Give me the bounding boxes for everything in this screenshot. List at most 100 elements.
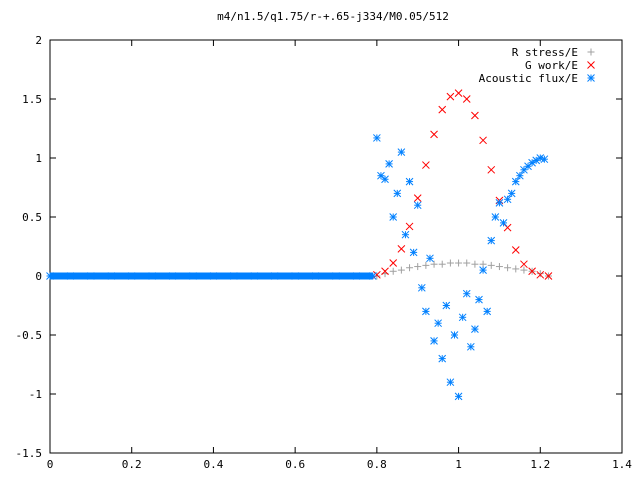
data-point bbox=[540, 155, 549, 164]
y-tick-label: 1.5 bbox=[22, 93, 42, 106]
data-point bbox=[270, 272, 279, 280]
data-point bbox=[127, 272, 136, 280]
plot-border bbox=[49, 39, 623, 454]
data-point bbox=[495, 198, 504, 207]
data-point bbox=[385, 160, 393, 168]
data-point bbox=[389, 213, 398, 221]
data-point bbox=[462, 95, 471, 103]
data-point bbox=[438, 260, 446, 268]
data-point bbox=[536, 270, 544, 278]
data-point bbox=[463, 259, 471, 267]
data-point bbox=[483, 307, 492, 316]
data-point bbox=[516, 171, 524, 180]
y-tick-label: -1.5 bbox=[16, 447, 43, 460]
data-point bbox=[332, 272, 340, 280]
y-tick-label: 1 bbox=[35, 152, 42, 165]
data-point bbox=[189, 272, 197, 280]
data-point bbox=[458, 313, 467, 322]
data-point bbox=[230, 272, 238, 280]
x-tick-label: 0.4 bbox=[203, 458, 223, 471]
data-point bbox=[397, 148, 406, 156]
y-tick-label: 0 bbox=[35, 270, 42, 283]
data-point bbox=[414, 263, 422, 271]
data-point bbox=[487, 236, 496, 245]
data-point bbox=[422, 261, 430, 269]
data-point bbox=[442, 301, 451, 310]
y-tick-label: -1 bbox=[29, 388, 42, 401]
data-point bbox=[499, 219, 508, 227]
data-point bbox=[471, 260, 479, 268]
chart-title: m4/n1.5/q1.75/r-+.65-j334/M0.05/512 bbox=[217, 10, 449, 23]
data-point bbox=[397, 266, 405, 274]
data-point bbox=[430, 337, 438, 345]
series-1 bbox=[373, 89, 553, 280]
data-point bbox=[393, 189, 402, 198]
data-point bbox=[291, 272, 299, 280]
data-point bbox=[512, 265, 520, 273]
data-point bbox=[479, 136, 487, 145]
ticks: 0 0.2 0.4 0.6 0.8 1 1.2 1.4 -1.5 -1 -0.5 0 0.5 1 1.5 2 bbox=[16, 34, 633, 471]
data-point bbox=[381, 175, 389, 184]
data-point bbox=[487, 261, 495, 269]
data-point bbox=[520, 266, 528, 274]
data-point bbox=[430, 130, 438, 139]
data-point bbox=[454, 392, 463, 401]
x-tick-label: 0.6 bbox=[285, 458, 305, 471]
data-point bbox=[504, 264, 512, 272]
data-point bbox=[405, 177, 414, 186]
data-point bbox=[475, 295, 483, 304]
data-point bbox=[503, 195, 512, 204]
data-point bbox=[479, 266, 487, 274]
data-point bbox=[446, 92, 455, 101]
data-point bbox=[373, 134, 381, 142]
data-point bbox=[450, 331, 459, 339]
data-point bbox=[528, 267, 536, 276]
data-point bbox=[409, 248, 418, 257]
data-point bbox=[511, 177, 520, 186]
data-point bbox=[422, 161, 430, 169]
data-point bbox=[406, 264, 414, 272]
data-point bbox=[438, 105, 447, 114]
data-point bbox=[471, 325, 479, 333]
data-point bbox=[397, 245, 406, 253]
data-point bbox=[417, 283, 426, 292]
data-point bbox=[536, 270, 545, 279]
data-point bbox=[426, 254, 434, 263]
x-tick-label: 0.8 bbox=[367, 458, 387, 471]
series-2 bbox=[46, 134, 549, 401]
data-point bbox=[87, 272, 95, 280]
data-point bbox=[434, 319, 442, 328]
axes bbox=[49, 39, 623, 454]
data-point bbox=[381, 267, 389, 276]
data-point bbox=[438, 354, 447, 363]
x-tick-label: 1.2 bbox=[530, 458, 550, 471]
data-point bbox=[209, 272, 218, 280]
data-point bbox=[471, 111, 479, 120]
data-point bbox=[413, 194, 422, 202]
series-layer bbox=[46, 89, 553, 401]
data-point bbox=[168, 272, 177, 280]
legend-label: G work/E bbox=[525, 59, 578, 72]
data-point bbox=[495, 263, 503, 271]
data-point bbox=[487, 165, 496, 174]
legend-label: R stress/E bbox=[512, 46, 578, 59]
data-point bbox=[446, 259, 454, 267]
data-point bbox=[462, 289, 471, 298]
data-point bbox=[389, 267, 397, 275]
data-point bbox=[250, 272, 259, 280]
data-point bbox=[520, 260, 528, 269]
data-point bbox=[479, 260, 487, 268]
data-point bbox=[405, 222, 414, 231]
data-point bbox=[311, 272, 320, 280]
data-point bbox=[148, 272, 156, 280]
data-point bbox=[401, 230, 410, 239]
data-point bbox=[430, 260, 438, 268]
data-point bbox=[446, 378, 455, 387]
x-tick-label: 1.4 bbox=[612, 458, 632, 471]
data-point bbox=[491, 213, 500, 221]
data-point bbox=[455, 259, 463, 267]
data-point bbox=[46, 272, 54, 280]
